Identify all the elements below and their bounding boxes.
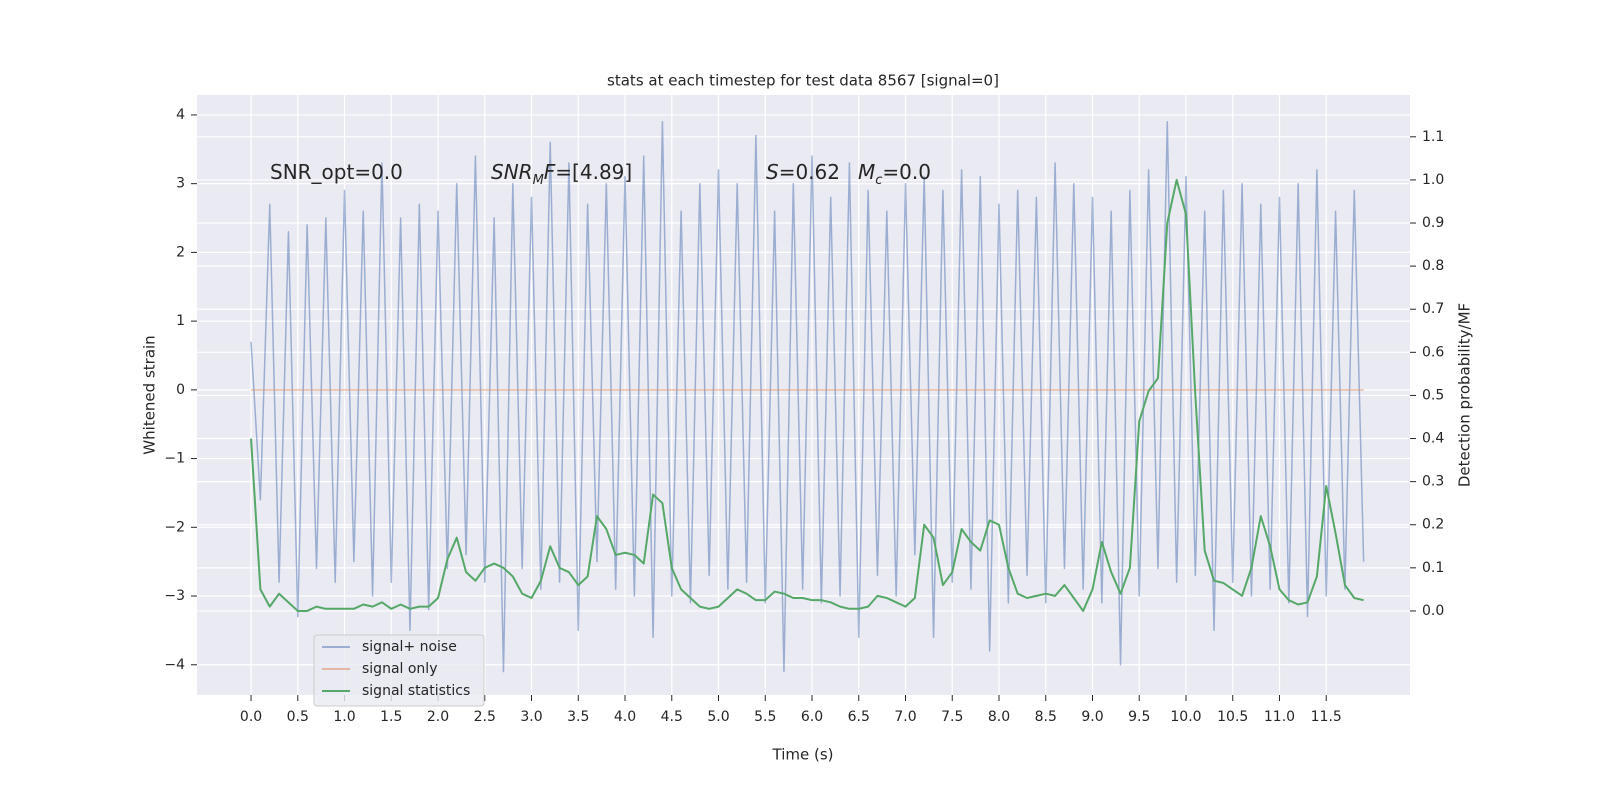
y-tick-label: −2 [164,519,185,535]
x-tick-label: 10.0 [1170,709,1201,725]
chart-title: stats at each timestep for test data 856… [607,72,999,90]
x-tick-label: 9.5 [1128,709,1150,725]
x-axis-label: Time (s) [772,746,834,764]
annotation-part: =0.0 [882,160,931,184]
y2-tick-label: 0.0 [1422,603,1444,619]
annotation-part: SNR [491,160,533,184]
annotation: SNRMF=[4.89] [491,160,632,189]
y2-axis-label: Detection probability/MF [1456,303,1474,487]
y2-tick-label: 0.6 [1422,344,1444,360]
x-tick-label: 8.0 [988,709,1010,725]
x-tick-label: 1.5 [380,709,402,725]
legend-label: signal+ noise [362,639,457,655]
annotation-part: =[4.89] [555,160,632,184]
annotation-part: M [533,173,544,188]
x-tick-label: 5.0 [707,709,729,725]
legend-label: signal only [362,661,437,677]
x-tick-label: 9.0 [1081,709,1103,725]
x-tick-label: 10.5 [1217,709,1248,725]
y-tick-label: −3 [164,588,185,604]
y-tick-label: 3 [176,176,185,192]
legend-label: signal statistics [362,683,470,699]
annotation-part: =0.62 [779,160,840,184]
y-tick-label: 1 [176,313,185,329]
x-tick-label: 2.5 [474,709,496,725]
x-tick-label: 3.5 [567,709,589,725]
y-tick-label: 0 [176,382,185,398]
y-tick-label: −4 [164,657,185,673]
annotation-part: SNR_opt=0.0 [270,160,403,184]
y2-tick-label: 0.5 [1422,387,1444,403]
annotation: S=0.62 Mc=0.0 [766,160,931,189]
y2-tick-label: 0.1 [1422,560,1444,576]
y2-tick-label: 0.2 [1422,517,1444,533]
y2-tick-label: 1.1 [1422,129,1444,145]
annotation-part: S [766,160,779,184]
y2-tick-label: 0.4 [1422,431,1444,447]
annotation: SNR_opt=0.0 [270,160,403,184]
annotation-part: F [544,160,556,184]
x-tick-label: 4.0 [614,709,636,725]
x-tick-label: 0.0 [240,709,262,725]
annotation-part: c [875,173,882,188]
x-tick-label: 11.5 [1311,709,1342,725]
annotation-part: M [858,160,875,184]
x-tick-label: 1.0 [333,709,355,725]
series-line [250,121,1365,673]
y-tick-label: 2 [176,244,185,260]
x-tick-label: 4.5 [661,709,683,725]
x-tick-label: 7.5 [941,709,963,725]
y-tick-label: 4 [176,107,185,123]
y2-tick-label: 1.0 [1422,172,1444,188]
y2-tick-label: 0.3 [1422,474,1444,490]
y2-tick-label: 0.8 [1422,258,1444,274]
x-tick-label: 2.0 [427,709,449,725]
x-tick-label: 8.5 [1035,709,1057,725]
x-tick-label: 6.5 [848,709,870,725]
y-axis-label: Whitened strain [141,335,159,454]
x-tick-label: 0.5 [287,709,309,725]
y-tick-label: −1 [164,451,185,467]
legend-box [313,634,485,707]
x-tick-label: 11.0 [1264,709,1295,725]
x-tick-label: 7.0 [894,709,916,725]
x-tick-label: 6.0 [801,709,823,725]
x-tick-label: 3.0 [520,709,542,725]
x-tick-label: 5.5 [754,709,776,725]
series-line [250,178,1364,612]
y2-tick-label: 0.9 [1422,215,1444,231]
y2-tick-label: 0.7 [1422,301,1444,317]
